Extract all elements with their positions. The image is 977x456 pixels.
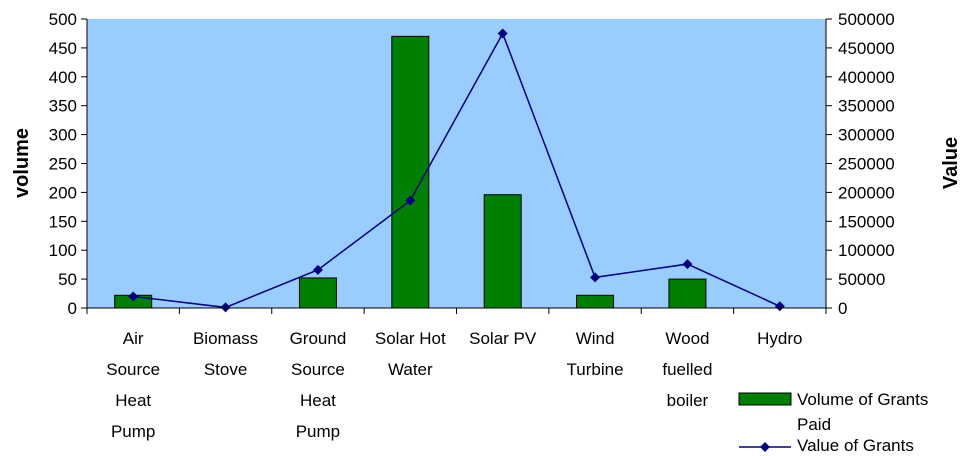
left-tick-label: 0	[68, 299, 77, 318]
legend: Volume of Grants Paid Value of Grants	[738, 390, 928, 455]
category-label: Wind Turbine	[567, 329, 624, 379]
right-tick-label: 450000	[838, 39, 895, 58]
line-point	[497, 28, 508, 39]
right-tick-label: 350000	[838, 97, 895, 116]
right-tick-label: 100000	[838, 241, 895, 260]
bar	[483, 194, 522, 309]
line-point	[590, 272, 601, 283]
legend-swatch-marker	[760, 442, 770, 452]
left-tick-label: 150	[49, 212, 77, 231]
left-tick-label: 500	[49, 10, 77, 29]
right-tick-label: 150000	[838, 212, 895, 231]
line-point	[312, 264, 323, 275]
left-tick-label: 350	[49, 97, 77, 116]
left-axis-title: volume	[11, 128, 33, 198]
series-line	[133, 31, 781, 309]
category-label: Ground Source Heat Pump	[290, 329, 347, 441]
category-label: Solar PV	[469, 329, 537, 348]
left-tick-label: 250	[49, 155, 77, 174]
category-label: Air Source Heat Pump	[106, 329, 160, 441]
line-point	[405, 195, 416, 206]
left-tick-label: 50	[58, 270, 77, 289]
right-tick-label: 400000	[838, 68, 895, 87]
line-point	[220, 302, 231, 313]
legend-label-value: Value of Grants	[797, 436, 914, 455]
bar-series	[114, 35, 707, 309]
line-point	[682, 259, 693, 270]
right-tick-label: 0	[838, 299, 847, 318]
bar	[298, 277, 337, 309]
right-tick-label: 50000	[838, 270, 885, 289]
category-label: Wood fuelled boiler	[662, 329, 712, 410]
category-labels: Air Source Heat Pump Biomass Stove Ground Sourc…	[106, 329, 802, 441]
bar	[576, 294, 615, 309]
right-axis-title: Value	[940, 137, 962, 189]
right-tick-label: 200000	[838, 183, 895, 202]
legend-label-volume: Volume of Grants Paid	[797, 390, 928, 434]
right-tick-label: 500000	[838, 10, 895, 29]
left-tick-label: 200	[49, 183, 77, 202]
category-label: Biomass Stove	[193, 329, 258, 379]
left-tick-label: 300	[49, 126, 77, 145]
category-label: Solar Hot Water	[375, 329, 446, 379]
category-label: Hydro	[757, 329, 802, 348]
plot-area	[87, 19, 826, 308]
line-series	[128, 28, 785, 313]
left-tick-label: 400	[49, 68, 77, 87]
left-axis-ticks: 0 50 100 150 200 250 300 350 400 450 500	[49, 10, 87, 318]
legend-swatch-bar	[738, 392, 792, 406]
left-tick-label: 100	[49, 241, 77, 260]
bar	[391, 35, 430, 309]
right-axis-ticks: 0 50000 100000 150000 200000 250000 300000 3500…	[826, 10, 895, 318]
right-tick-label: 300000	[838, 126, 895, 145]
line-point	[128, 291, 139, 302]
left-tick-label: 450	[49, 39, 77, 58]
bar	[668, 278, 707, 309]
right-tick-label: 250000	[838, 155, 895, 174]
line-point	[774, 301, 785, 312]
